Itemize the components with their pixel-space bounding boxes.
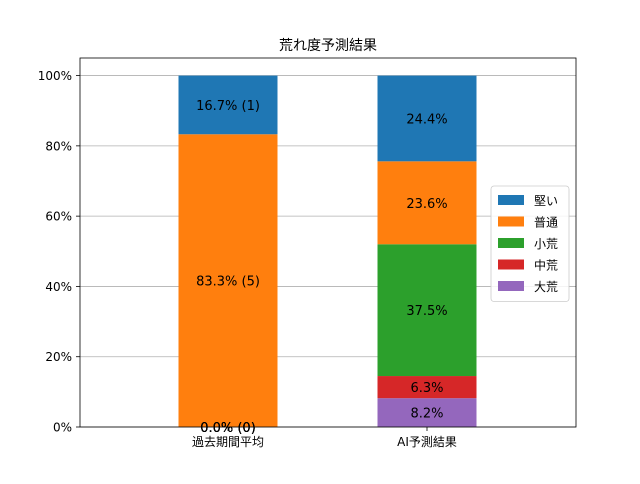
- data-label: 37.5%: [406, 304, 447, 319]
- bar-segment: [178, 75, 278, 135]
- legend-label: 大荒: [534, 280, 558, 294]
- bar-group: [178, 75, 477, 427]
- bar-segment: [377, 75, 477, 162]
- x-tick-label: 過去期間平均: [192, 435, 264, 449]
- x-tick-label: AI予測結果: [397, 435, 457, 449]
- legend-swatch: [498, 281, 524, 291]
- bar-segment: [377, 244, 477, 377]
- legend-swatch: [498, 238, 524, 248]
- legend-swatch: [498, 195, 524, 205]
- data-label: 6.3%: [410, 381, 443, 396]
- legend-label: 小荒: [534, 237, 558, 251]
- legend-box: [490, 185, 570, 302]
- legend-label: 堅い: [534, 194, 558, 208]
- y-tick-label: 60%: [45, 210, 72, 224]
- bar-segment: [377, 161, 477, 245]
- data-labels: 0.0% (0)0.0% (0)0.0% (0)83.3% (5)16.7% (…: [196, 99, 448, 436]
- y-tick-label: 100%: [38, 69, 72, 83]
- data-label: 83.3% (5): [196, 275, 260, 290]
- chart-title: 荒れ度予測結果: [279, 38, 377, 54]
- y-tick-label: 0%: [53, 421, 72, 435]
- bar-segment: [377, 398, 477, 427]
- data-label: 23.6%: [406, 197, 447, 212]
- y-tick-label: 80%: [45, 139, 72, 153]
- bar-segment: [178, 134, 278, 427]
- legend-label: 普通: [534, 216, 558, 230]
- plot-frame: [79, 57, 577, 428]
- bar-segment: [377, 376, 477, 399]
- legend-swatch: [498, 259, 524, 270]
- legend-swatch: [498, 216, 524, 227]
- y-tick-label: 40%: [45, 280, 72, 294]
- data-label: 16.7% (1): [196, 99, 260, 114]
- y-tick-label: 20%: [45, 350, 72, 364]
- data-label: 24.4%: [406, 112, 447, 127]
- data-label: 8.2%: [410, 407, 443, 422]
- legend-label: 中荒: [534, 258, 558, 273]
- axes: 0% 20% 40% 60% 80% 100% 過去期間平均 AI予測結果: [38, 57, 577, 449]
